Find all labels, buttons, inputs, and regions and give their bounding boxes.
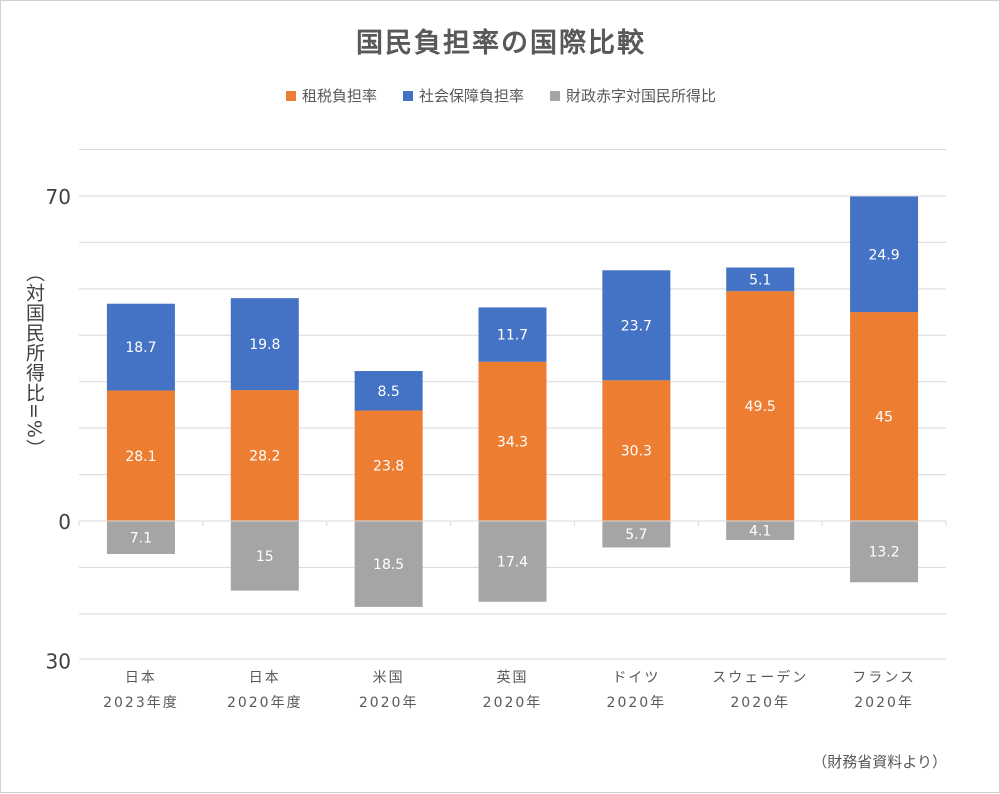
data-label: 4.1 [749,524,771,540]
bar-deficit [230,521,299,591]
category-label: 2020年 [483,695,543,711]
y-tick-label: 70 [46,185,71,209]
category-label: スウェーデン [712,669,808,686]
bar-social-security [726,267,795,292]
data-label: 23.8 [373,459,404,475]
y-tick-label: 30 [46,649,71,673]
bar-tax [602,380,671,521]
bar-deficit [106,521,175,554]
data-label: 15 [256,549,274,565]
data-label: 49.5 [745,399,776,415]
legend-item-deficit: 財政赤字対国民所得比 [550,85,716,106]
category-label: 2020年 [854,695,914,711]
bar-social-security [602,270,671,381]
legend-item-social-security: 社会保障負担率 [402,85,524,106]
data-label: 11.7 [497,328,528,344]
bar-social-security [230,298,299,391]
data-label: 5.7 [625,527,647,543]
bar-tax [726,291,795,521]
legend-swatch-tax [285,90,296,101]
y-axis-label: （対国民所得比=%） [23,263,45,459]
bar-deficit [726,521,795,541]
category-label: 米国 [373,670,405,686]
y-tick-label: 0 [58,510,71,534]
category-label: 日本 [249,670,281,686]
bar-deficit [354,521,423,607]
bar-deficit [478,521,547,602]
legend-label-deficit: 財政赤字対国民所得比 [566,87,717,105]
legend-item-tax: 租税負担率 [285,85,377,106]
legend: 租税負担率 社会保障負担率 財政赤字対国民所得比 [1,85,1000,106]
bar-tax [478,361,547,521]
chart-title: 国民負担率の国際比較 [356,28,646,59]
category-label: 2020年 [359,695,419,711]
data-label: 5.1 [749,272,771,288]
legend-label-social-security: 社会保障負担率 [418,87,524,105]
data-label: 17.4 [497,554,528,570]
data-label: 30.3 [621,444,652,460]
category-label: 2020年 [607,695,667,711]
data-label: 19.8 [249,337,280,353]
category-label: 2020年度 [227,695,303,711]
bar-tax [106,390,175,521]
bar-deficit [850,521,919,583]
data-label: 24.9 [868,247,899,263]
data-label: 8.5 [378,384,400,400]
data-label: 18.5 [373,557,404,573]
category-label: 2020年 [730,695,790,711]
legend-label-tax: 租税負担率 [301,87,377,105]
data-label: 13.2 [868,545,899,561]
bar-tax [354,410,423,521]
data-label: 23.7 [621,318,652,334]
bar-tax [230,390,299,521]
bar-tax [850,312,919,521]
bar-social-security [478,307,547,362]
category-label: フランス [852,670,916,686]
bar-social-security [850,196,919,313]
bar-social-security [354,371,423,411]
data-label: 28.1 [125,449,156,465]
category-label: 2023年度 [103,695,179,711]
data-label: 45 [875,410,893,426]
bar-social-security [106,303,175,391]
data-label: 7.1 [130,530,152,546]
legend-swatch-deficit [550,90,560,101]
data-label: 18.7 [125,340,156,356]
data-label: 34.3 [497,434,528,450]
source-note: （財務省資料より） [812,753,947,771]
category-label: ドイツ [612,670,660,686]
category-label: 日本 [125,670,157,686]
legend-swatch-social-security [402,90,413,101]
bar-deficit [602,521,671,548]
data-label: 28.2 [249,449,280,465]
category-label: 英国 [497,669,529,686]
